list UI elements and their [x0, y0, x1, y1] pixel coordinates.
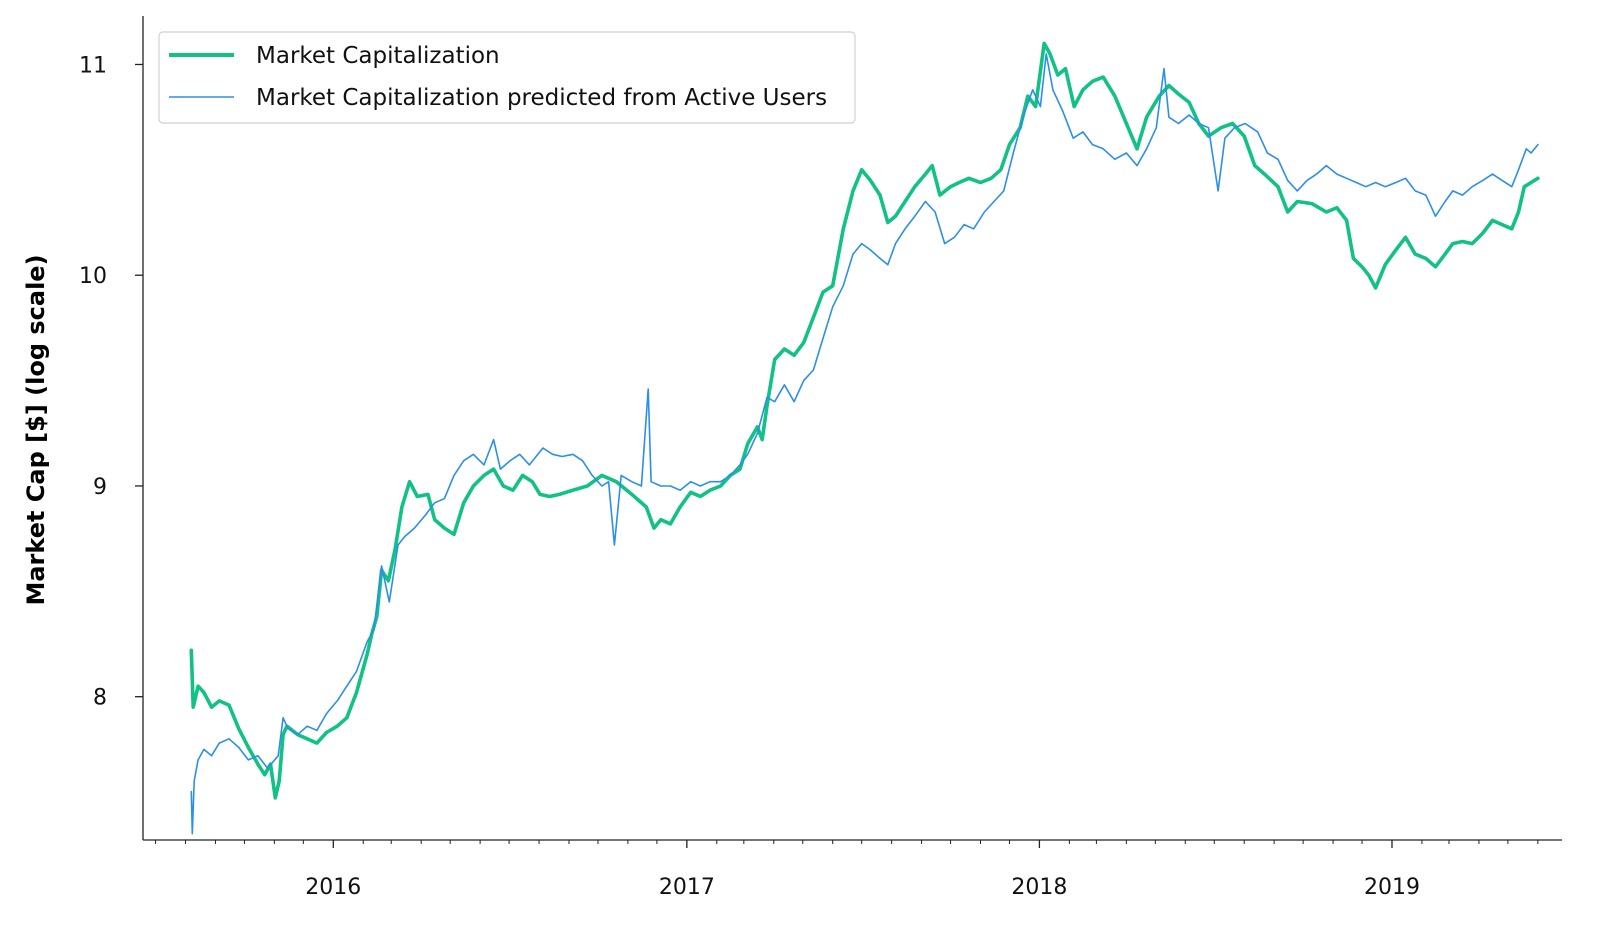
series-layer: [189, 41, 1540, 835]
x-tick-label: 2016: [305, 875, 361, 900]
x-tick-label: 2018: [1011, 875, 1067, 900]
y-tick-label: 8: [93, 686, 107, 711]
y-tick-label: 11: [79, 53, 107, 78]
x-minor-ticks: [155, 840, 1539, 844]
x-ticks: 2016 2017 2018 2019: [305, 840, 1420, 900]
legend: Market Capitalization Market Capitalizat…: [158, 31, 856, 124]
y-axis-label: Market Cap [$] (log scale): [22, 254, 50, 605]
y-ticks: 8 9 10 11: [79, 53, 143, 711]
y-tick-label: 10: [79, 264, 107, 289]
y-tick-label: 9: [93, 475, 107, 500]
legend-label-predicted: Market Capitalization predicted from Act…: [256, 85, 827, 111]
series-line-market-cap: [189, 41, 1540, 800]
x-tick-label: 2017: [659, 875, 715, 900]
legend-box: [158, 31, 856, 124]
x-tick-label: 2019: [1364, 875, 1420, 900]
legend-label-market-cap: Market Capitalization: [256, 43, 500, 69]
series-line-predicted: [190, 53, 1539, 835]
axes: [142, 16, 1562, 841]
